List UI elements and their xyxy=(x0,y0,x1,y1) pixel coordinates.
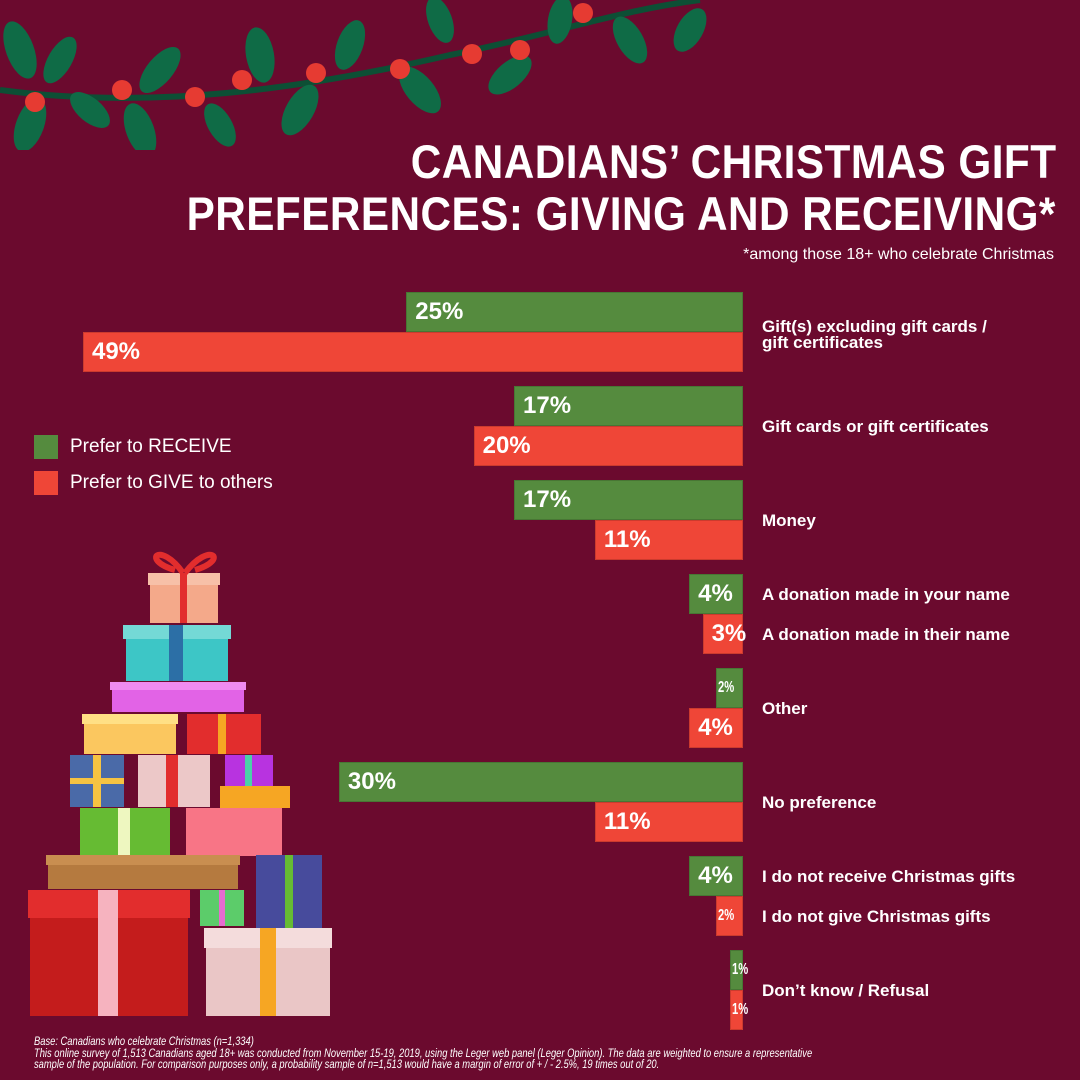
data-label: 3% xyxy=(711,620,747,647)
bar-give: 49% xyxy=(82,332,743,372)
category-label: Money xyxy=(762,511,816,530)
category-label: I do not give Christmas gifts xyxy=(762,907,991,926)
data-label: 30% xyxy=(347,768,396,795)
title-line-1: CANADIANS’ CHRISTMAS GIFT xyxy=(410,135,1056,188)
title-line-2: PREFERENCES: GIVING AND RECEIVING* xyxy=(186,187,1056,240)
category-label: No preference xyxy=(762,793,877,812)
category-label: gift certificates xyxy=(762,333,883,352)
data-label: 1% xyxy=(731,1001,748,1018)
bar-give: 20% xyxy=(473,426,743,466)
bar-receive: 4% xyxy=(689,856,743,896)
bar-receive: 25% xyxy=(406,292,743,332)
data-label: 4% xyxy=(698,580,733,607)
legend-give: Prefer to GIVE to others xyxy=(34,471,273,495)
data-label: 4% xyxy=(698,862,733,889)
category-label: A donation made in your name xyxy=(762,585,1010,604)
category-label: Other xyxy=(762,699,808,718)
bar-receive: 17% xyxy=(514,386,743,426)
legend-label: Prefer to GIVE to others xyxy=(70,472,273,493)
footer-note-2: sample of the population. For comparison… xyxy=(34,1057,660,1071)
footer-base: Base: Canadians who celebrate Christmas … xyxy=(34,1034,254,1048)
data-label: 2% xyxy=(718,907,735,924)
footer-notes: Base: Canadians who celebrate Christmas … xyxy=(34,1034,1071,1071)
category-label: A donation made in their name xyxy=(762,625,1010,644)
bar-give: 11% xyxy=(594,520,743,560)
bar-receive: 17% xyxy=(514,480,743,520)
bar-give: 3% xyxy=(702,614,746,654)
data-label: 11% xyxy=(603,808,651,835)
legend-label: Prefer to RECEIVE xyxy=(70,436,232,457)
category-label: Gift(s) excluding gift cards / xyxy=(762,317,987,336)
legend-swatch-receive xyxy=(34,435,58,459)
data-label: 1% xyxy=(731,961,748,978)
bar-give: 4% xyxy=(689,708,743,748)
bar-give: 1% xyxy=(729,990,748,1030)
data-label: 11% xyxy=(603,526,651,553)
bar-give: 11% xyxy=(594,802,743,842)
data-label: 17% xyxy=(523,486,572,513)
legend-swatch-give xyxy=(34,471,58,495)
data-label: 20% xyxy=(482,432,531,459)
bar-receive: 30% xyxy=(338,762,743,802)
garland-decoration xyxy=(0,0,707,150)
footer-note-1: This online survey of 1,513 Canadians ag… xyxy=(34,1045,813,1060)
data-label: 17% xyxy=(523,392,572,419)
bar-receive: 1% xyxy=(729,950,748,990)
subtitle: *among those 18+ who celebrate Christmas xyxy=(743,246,1054,263)
data-label: 25% xyxy=(415,298,464,325)
data-label: 4% xyxy=(698,714,733,741)
legend-receive: Prefer to RECEIVE xyxy=(34,435,232,459)
category-label: Gift cards or gift certificates xyxy=(762,417,989,436)
category-label: I do not receive Christmas gifts xyxy=(762,867,1016,886)
gift-stack-illustration xyxy=(28,551,332,1016)
data-label: 49% xyxy=(91,338,141,365)
bar-receive: 4% xyxy=(689,574,743,614)
bar-give: 2% xyxy=(716,896,743,936)
data-label: 2% xyxy=(718,679,735,696)
category-label: Don’t know / Refusal xyxy=(762,981,930,1000)
bar-receive: 2% xyxy=(716,668,743,708)
